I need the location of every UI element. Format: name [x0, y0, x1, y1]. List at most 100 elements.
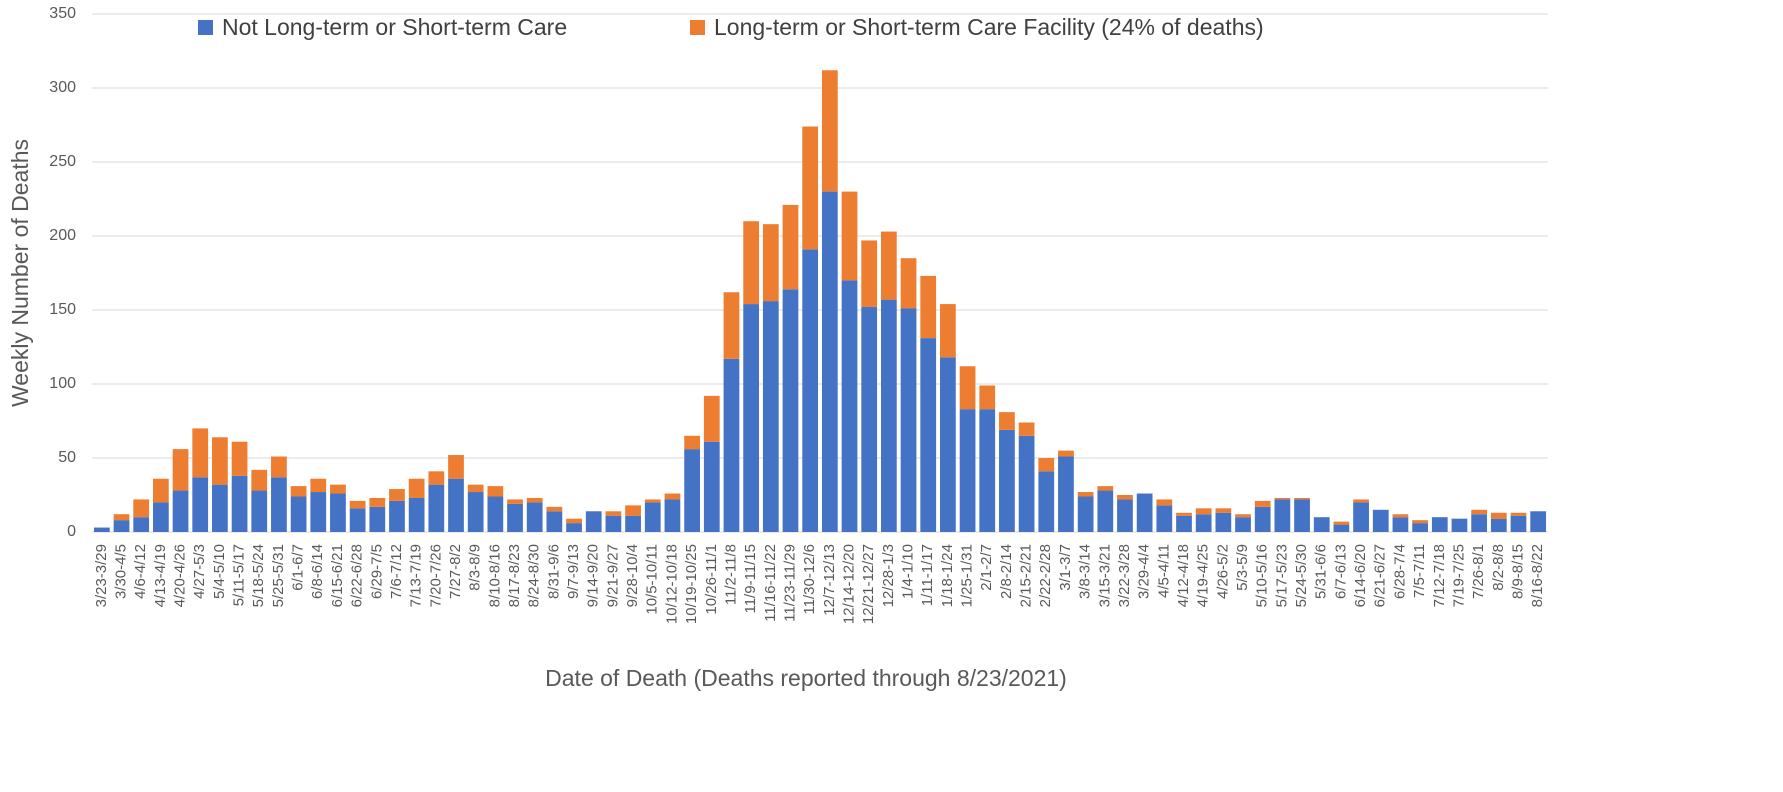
bar-segment	[979, 409, 996, 532]
bar-segment	[900, 308, 917, 532]
bar-segment	[172, 449, 189, 491]
x-tick-label: 8/16-8/22	[1529, 544, 1546, 607]
bar-segment	[1136, 493, 1153, 532]
bar-segment	[782, 204, 799, 290]
x-tick-label: 6/14-6/20	[1352, 544, 1369, 607]
bar-segment	[448, 455, 464, 479]
bar-segment	[625, 505, 641, 516]
x-tick-label: 6/7-6/13	[1332, 544, 1349, 599]
bar-segment	[408, 497, 425, 532]
bar-segment	[1353, 499, 1369, 503]
x-tick-label: 3/1-3/7	[1057, 544, 1074, 591]
x-tick-label: 8/9-8/15	[1509, 544, 1526, 599]
bar-segment	[900, 258, 917, 309]
bar-segment	[133, 499, 150, 518]
bar-segment	[821, 70, 838, 192]
x-tick-label: 1/25-1/31	[959, 544, 976, 607]
bar-segment	[959, 409, 976, 532]
bar-segment	[1117, 499, 1133, 532]
bar-segment	[802, 126, 819, 250]
x-tick-label: 4/27-5/3	[191, 544, 208, 599]
x-tick-label: 12/14-12/20	[840, 544, 857, 624]
bar-segment	[1254, 500, 1271, 507]
x-tick-label: 5/10-5/16	[1254, 544, 1271, 607]
x-tick-label: 2/22-2/28	[1037, 544, 1054, 607]
legend-swatch	[198, 20, 213, 35]
x-tick-label: 5/25-5/31	[270, 544, 287, 607]
bar-segment	[664, 493, 681, 500]
bar-segment	[389, 500, 405, 532]
bar-segment	[762, 301, 779, 532]
bar-segment	[1490, 518, 1507, 532]
y-axis-title: Weekly Number of Deaths	[7, 139, 33, 407]
x-tick-label: 7/13-7/19	[408, 544, 425, 607]
x-tick-label: 5/11-5/17	[231, 544, 248, 606]
bar-segment	[1510, 512, 1527, 516]
bar-segment	[861, 307, 878, 532]
bar-segment	[1156, 499, 1173, 506]
x-tick-label: 10/5-10/11	[644, 544, 661, 615]
bar-segment	[1431, 517, 1448, 532]
x-tick-label: 4/26-5/2	[1214, 544, 1231, 599]
bar-segment	[566, 518, 582, 524]
x-tick-label: 3/8-3/14	[1077, 544, 1094, 599]
bar-segment	[1313, 517, 1330, 532]
x-tick-label: 7/20-7/26	[427, 544, 444, 607]
bar-segment	[113, 514, 130, 521]
bar-segment	[782, 289, 799, 532]
x-tick-label: 8/24-8/30	[526, 544, 543, 607]
x-tick-label: 11/16-11/22	[762, 544, 779, 622]
bar-segment	[861, 240, 878, 308]
bar-segment	[644, 499, 661, 503]
bar-segment	[684, 435, 700, 450]
bar-segment	[1254, 506, 1271, 532]
bar-segment	[1392, 517, 1409, 532]
y-tick-label: 50	[58, 449, 76, 466]
bar-segment	[1392, 514, 1409, 518]
x-tick-label: 12/28-1/3	[880, 544, 897, 607]
bar-segment	[1294, 497, 1310, 500]
y-tick-label: 0	[67, 523, 76, 540]
bar-segment	[999, 412, 1015, 430]
bar-segment	[1333, 524, 1350, 532]
x-tick-label: 8/2-8/8	[1490, 544, 1507, 591]
x-tick-label: 3/30-4/5	[112, 544, 129, 599]
x-tick-label: 11/30-12/6	[801, 544, 818, 615]
bar-segment	[1058, 456, 1074, 532]
x-tick-label: 4/6-4/12	[132, 544, 149, 599]
x-tick-label: 1/11-1/17	[919, 544, 936, 606]
x-tick-label: 8/10-8/16	[486, 544, 503, 607]
x-tick-label: 10/12-10/18	[663, 544, 680, 624]
bar-segment	[526, 497, 543, 503]
bar-segment	[1235, 514, 1251, 518]
bar-segment	[369, 506, 386, 532]
bar-segment	[1176, 512, 1192, 516]
bar-segment	[192, 428, 209, 478]
bar-segment	[212, 437, 228, 485]
bar-segment	[959, 366, 976, 410]
bar-segment	[448, 478, 464, 532]
bar-segment	[212, 484, 228, 532]
bar-segment	[821, 191, 838, 532]
bar-segment	[389, 489, 405, 501]
bar-segment	[723, 358, 740, 532]
x-tick-label: 5/24-5/30	[1293, 544, 1310, 607]
bar-segment	[93, 527, 110, 532]
bar-segment	[1117, 495, 1133, 500]
bar-segment	[743, 221, 760, 305]
bar-segment	[330, 493, 346, 532]
bar-segment	[408, 478, 425, 498]
x-tick-label: 10/26-11/1	[703, 544, 720, 615]
x-tick-label: 4/19-4/25	[1195, 544, 1212, 607]
bar-segment	[880, 231, 897, 300]
x-tick-label: 4/12-4/18	[1175, 544, 1192, 607]
bar-segment	[762, 224, 779, 302]
x-tick-label: 9/28-10/4	[624, 544, 641, 607]
bar-segment	[1274, 499, 1291, 532]
bar-segment	[999, 429, 1015, 532]
bar-segment	[1077, 492, 1094, 497]
bar-segment	[1215, 508, 1232, 513]
bar-segment	[487, 496, 504, 532]
x-tick-label: 5/18-5/24	[250, 544, 267, 607]
